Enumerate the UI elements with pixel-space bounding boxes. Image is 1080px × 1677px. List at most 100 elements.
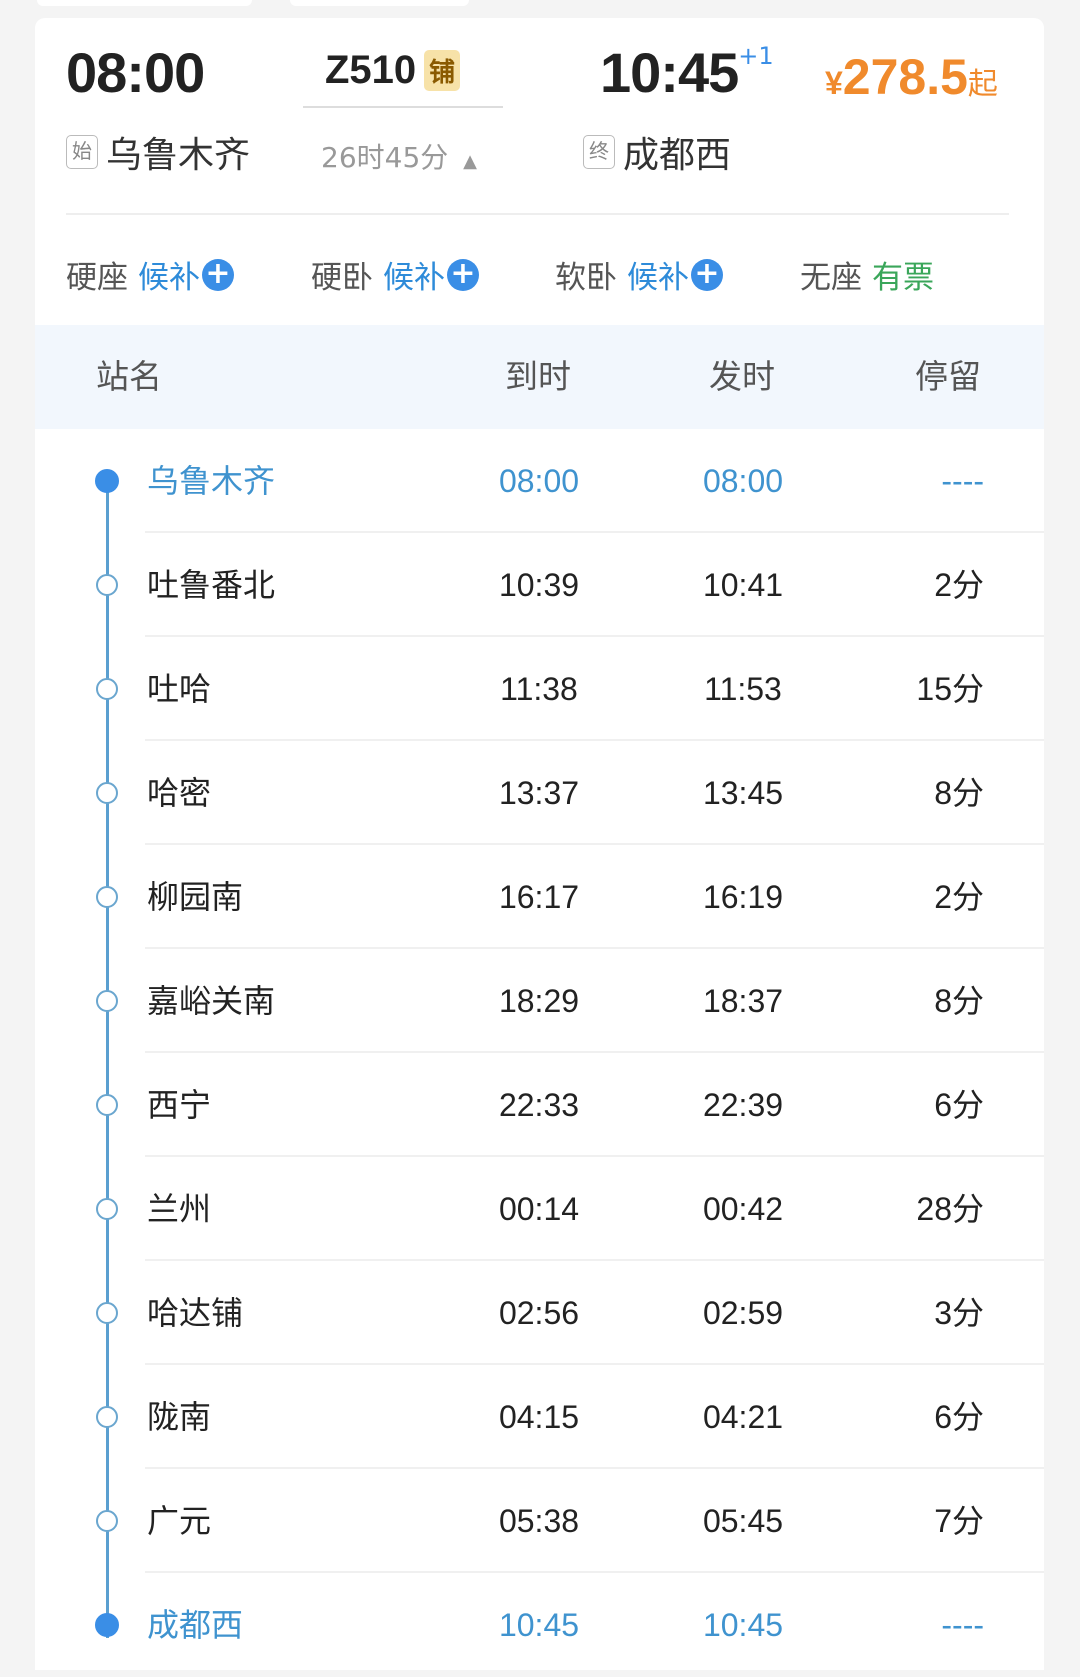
seat-hard-seat[interactable]: 硬座 候补 +	[66, 252, 234, 297]
seat-type: 硬座	[66, 260, 128, 296]
seat-type: 硬卧	[311, 260, 373, 296]
station-name: 吐鲁番北	[147, 566, 276, 604]
arrive-time: 22:33	[498, 1087, 580, 1123]
seat-hard-sleeper[interactable]: 硬卧 候补 +	[311, 252, 479, 297]
table-row[interactable]: 哈密 13:37 13:45 8分	[35, 741, 1044, 845]
table-row[interactable]: 兰州 00:14 00:42 28分	[35, 1157, 1044, 1261]
table-row[interactable]: 成都西 10:45 10:45 ----	[35, 1573, 1044, 1677]
arrive-time: 18:29	[498, 983, 580, 1019]
caret-up-icon: ▲	[463, 151, 478, 172]
depart-time: 10:45	[702, 1607, 784, 1643]
hollow-dot-icon	[96, 1406, 118, 1428]
price-value: 278.5	[842, 49, 968, 105]
duration[interactable]: 26时45分 ▲	[321, 136, 477, 176]
origin-tag: 始	[66, 135, 98, 169]
table-row[interactable]: 哈达铺 02:56 02:59 3分	[35, 1261, 1044, 1365]
stay-duration: ----	[941, 463, 984, 499]
seat-no-seat[interactable]: 无座 有票	[800, 252, 934, 297]
arrive-time: 05:38	[498, 1503, 580, 1539]
depart-time: 08:00	[702, 463, 784, 499]
seat-soft-sleeper[interactable]: 软卧 候补 +	[555, 252, 723, 297]
duration-text: 26时45分	[321, 141, 449, 174]
arrive-time: 13:37	[498, 775, 580, 811]
arrive-time: 11:38	[500, 671, 578, 707]
table-row[interactable]: 柳园南 16:17 16:19 2分	[35, 845, 1044, 949]
stay-duration: 2分	[934, 567, 984, 603]
station-name: 嘉峪关南	[147, 982, 276, 1020]
arrive-time: 08:00	[498, 463, 580, 499]
table-row[interactable]: 吐哈 11:38 11:53 15分	[35, 637, 1044, 741]
day-offset: +1	[738, 42, 774, 70]
table-row[interactable]: 吐鲁番北 10:39 10:41 2分	[35, 533, 1044, 637]
station-name: 哈达铺	[147, 1294, 244, 1332]
timeline-line	[106, 484, 109, 1638]
stay-duration: 15分	[916, 671, 984, 707]
price-suffix: 起	[967, 68, 998, 101]
seat-status: 有票	[872, 260, 934, 296]
arrive-time: 04:15	[498, 1399, 580, 1435]
row-divider	[145, 1051, 1044, 1053]
station-name: 吐哈	[147, 670, 212, 708]
duration-line	[303, 106, 503, 108]
hollow-dot-icon	[96, 1510, 118, 1532]
plus-circle-icon[interactable]: +	[447, 258, 479, 291]
depart-time: 00:42	[702, 1191, 784, 1227]
station-name: 西宁	[147, 1086, 212, 1124]
station-name: 哈密	[147, 774, 212, 812]
hollow-dot-icon	[96, 782, 118, 804]
filled-dot-icon	[95, 1613, 119, 1637]
table-row[interactable]: 西宁 22:33 22:39 6分	[35, 1053, 1044, 1157]
plus-circle-icon[interactable]: +	[691, 258, 723, 291]
row-divider	[145, 947, 1044, 949]
station-name: 柳园南	[147, 878, 244, 916]
header-station: 站名	[96, 357, 162, 396]
hollow-dot-icon	[96, 1302, 118, 1324]
depart-time: 10:41	[702, 567, 784, 603]
table-row[interactable]: 嘉峪关南 18:29 18:37 8分	[35, 949, 1044, 1053]
arrive-time: 00:14	[498, 1191, 580, 1227]
arrive-time: 10:45	[498, 1607, 580, 1643]
train-number[interactable]: Z510 铺	[325, 48, 461, 93]
table-row[interactable]: 乌鲁木齐 08:00 08:00 ----	[35, 429, 1044, 533]
row-divider	[145, 739, 1044, 741]
origin-station: 乌鲁木齐	[106, 135, 251, 176]
hollow-dot-icon	[96, 990, 118, 1012]
row-divider	[145, 1363, 1044, 1365]
station-name: 陇南	[147, 1398, 212, 1436]
row-divider	[145, 1259, 1044, 1261]
depart-time: 02:59	[702, 1295, 784, 1331]
hollow-dot-icon	[96, 1094, 118, 1116]
table-row[interactable]: 广元 05:38 05:45 7分	[35, 1469, 1044, 1573]
table-row[interactable]: 陇南 04:15 04:21 6分	[35, 1365, 1044, 1469]
depart-time: 16:19	[702, 879, 784, 915]
stay-duration: 6分	[934, 1399, 984, 1435]
stay-duration: 8分	[934, 983, 984, 1019]
price: ¥278.5起	[825, 48, 998, 106]
destination-tag: 终	[583, 135, 615, 169]
depart-time: 04:21	[702, 1399, 784, 1435]
destination-station: 成都西	[623, 135, 732, 176]
arrive-time: 10:45	[600, 41, 739, 104]
sleeper-badge: 铺	[424, 50, 461, 91]
row-divider	[145, 1155, 1044, 1157]
station-name: 广元	[147, 1502, 212, 1540]
stay-duration: 6分	[934, 1087, 984, 1123]
row-divider	[145, 531, 1044, 533]
stay-duration: 7分	[934, 1503, 984, 1539]
station-name: 成都西	[147, 1606, 244, 1644]
stay-duration: ----	[941, 1607, 984, 1643]
row-divider	[145, 1571, 1044, 1573]
header-depart: 发时	[709, 357, 775, 396]
seat-type: 软卧	[555, 260, 617, 296]
top-tab-1[interactable]	[37, 0, 252, 6]
stay-duration: 3分	[934, 1295, 984, 1331]
hollow-dot-icon	[96, 678, 118, 700]
hollow-dot-icon	[96, 886, 118, 908]
header-stay: 停留	[915, 357, 981, 396]
seat-type: 无座	[800, 260, 862, 296]
top-tab-2[interactable]	[290, 0, 469, 6]
plus-circle-icon[interactable]: +	[202, 258, 234, 291]
header-arrive: 到时	[505, 357, 571, 396]
depart-time: 13:45	[702, 775, 784, 811]
depart-time: 08:00	[66, 41, 205, 104]
